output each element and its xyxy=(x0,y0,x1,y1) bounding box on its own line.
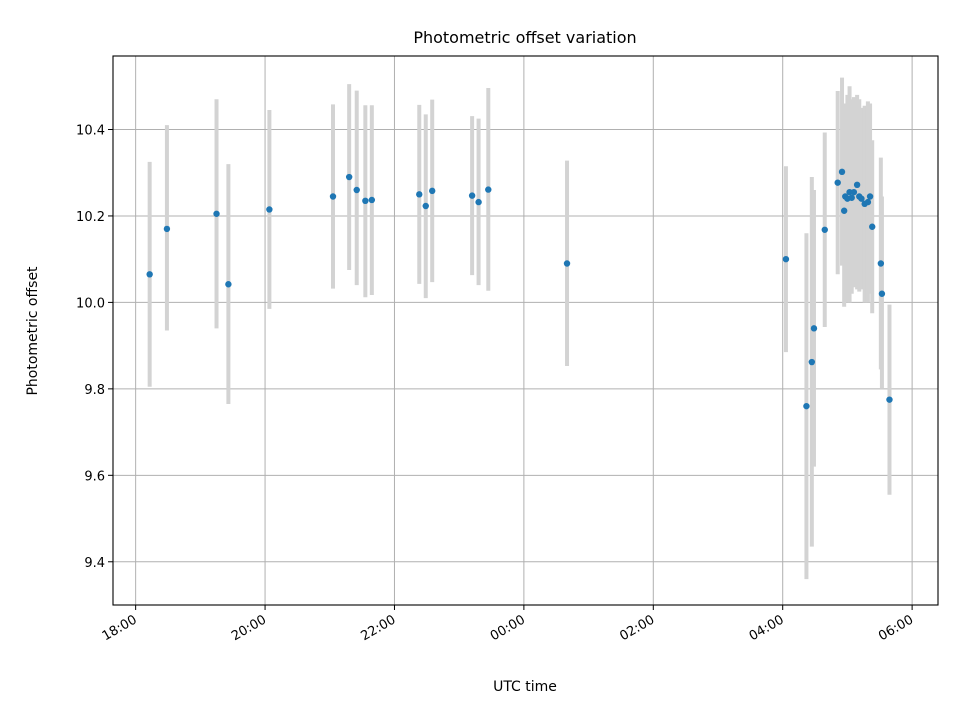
data-point xyxy=(422,202,429,210)
x-tick-label: 00:00 xyxy=(488,612,528,644)
y-tick-label: 10.4 xyxy=(76,123,105,138)
y-tick-label: 9.8 xyxy=(84,383,105,398)
x-axis: 18:00 20:00 22:00 00:00 02:00 04:00 06:00 xyxy=(100,605,916,644)
data-point xyxy=(345,173,353,181)
data-point xyxy=(163,225,171,233)
data-point xyxy=(877,260,885,267)
data-points xyxy=(146,168,893,410)
data-point xyxy=(858,195,865,202)
data-point xyxy=(840,207,848,214)
data-point xyxy=(782,255,790,263)
data-point xyxy=(416,191,423,198)
x-tick-label: 18:00 xyxy=(100,612,140,644)
plot-frame xyxy=(112,55,939,606)
data-point xyxy=(869,223,876,230)
data-point xyxy=(834,179,841,186)
x-tick-label: 20:00 xyxy=(229,612,269,644)
data-point xyxy=(266,206,273,213)
data-point xyxy=(853,181,861,189)
data-point xyxy=(146,271,153,278)
data-point xyxy=(468,192,476,199)
data-point xyxy=(803,402,810,410)
data-point xyxy=(329,193,337,200)
y-axis-label: Photometric offset xyxy=(25,266,41,396)
data-point xyxy=(353,186,360,194)
data-point xyxy=(429,187,436,195)
chart-title: Photometric offset variation xyxy=(413,28,636,47)
y-tick-label: 9.6 xyxy=(84,469,105,484)
data-point xyxy=(850,188,858,196)
x-tick-label: 22:00 xyxy=(359,612,399,644)
data-point xyxy=(838,168,846,176)
y-tick-label: 10.2 xyxy=(76,210,105,225)
data-point xyxy=(808,358,816,366)
data-point xyxy=(485,186,492,193)
x-tick-label: 06:00 xyxy=(876,612,916,644)
errorbars xyxy=(147,77,892,580)
data-point xyxy=(821,226,828,233)
y-tick-label: 10.0 xyxy=(76,296,105,311)
data-point xyxy=(866,193,874,200)
grid xyxy=(113,56,938,605)
data-point xyxy=(848,194,855,201)
data-point xyxy=(810,325,818,332)
data-point xyxy=(213,210,220,217)
data-point xyxy=(886,396,893,403)
data-point xyxy=(225,281,232,288)
data-point xyxy=(878,290,886,297)
data-point xyxy=(563,260,571,267)
data-point xyxy=(362,197,369,205)
data-point xyxy=(864,198,872,206)
x-tick-label: 02:00 xyxy=(617,612,657,644)
data-point xyxy=(475,198,482,206)
x-axis-label: UTC time xyxy=(493,679,557,695)
y-axis: 9.4 9.6 9.8 10.0 10.2 10.4 xyxy=(76,123,113,571)
data-point xyxy=(368,196,376,204)
x-tick-label: 04:00 xyxy=(747,612,787,644)
y-tick-label: 9.4 xyxy=(84,556,105,571)
